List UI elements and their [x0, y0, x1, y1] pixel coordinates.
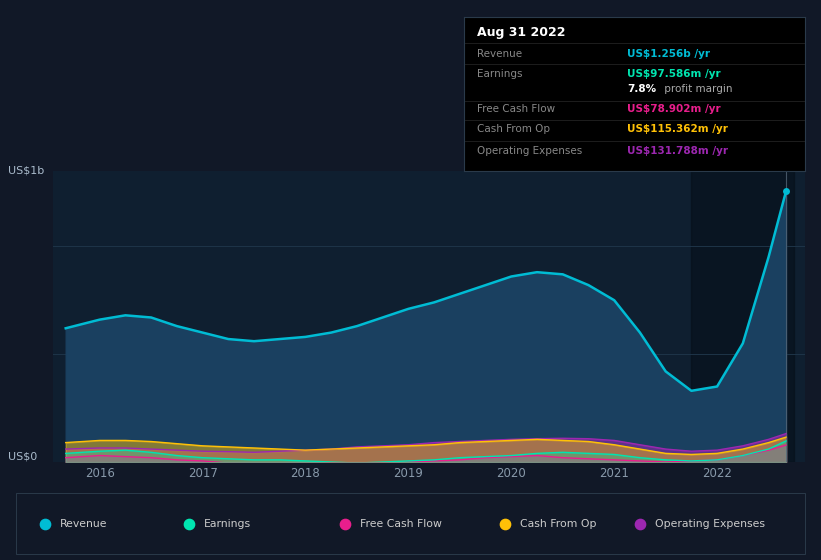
- Text: Earnings: Earnings: [204, 519, 250, 529]
- Bar: [691, 171, 794, 462]
- Text: Aug 31 2022: Aug 31 2022: [478, 26, 566, 39]
- Text: US$131.788m /yr: US$131.788m /yr: [627, 146, 728, 156]
- Text: Free Cash Flow: Free Cash Flow: [478, 104, 556, 114]
- Text: Free Cash Flow: Free Cash Flow: [360, 519, 442, 529]
- Text: US$97.586m /yr: US$97.586m /yr: [627, 69, 721, 79]
- Text: profit margin: profit margin: [662, 84, 733, 94]
- Text: Revenue: Revenue: [478, 49, 523, 59]
- Point: [39, 519, 52, 528]
- Text: Operating Expenses: Operating Expenses: [655, 519, 765, 529]
- Point: [498, 519, 511, 528]
- Text: Cash From Op: Cash From Op: [478, 124, 551, 134]
- Text: Earnings: Earnings: [478, 69, 523, 79]
- Text: Cash From Op: Cash From Op: [520, 519, 596, 529]
- Text: US$115.362m /yr: US$115.362m /yr: [627, 124, 728, 134]
- Text: Operating Expenses: Operating Expenses: [478, 146, 583, 156]
- Text: US$0: US$0: [8, 451, 38, 461]
- Text: US$78.902m /yr: US$78.902m /yr: [627, 104, 721, 114]
- Point: [338, 519, 351, 528]
- Point: [182, 519, 195, 528]
- Text: US$1b: US$1b: [8, 166, 44, 176]
- Text: US$1.256b /yr: US$1.256b /yr: [627, 49, 710, 59]
- Text: 7.8%: 7.8%: [627, 84, 657, 94]
- Point: [779, 186, 792, 195]
- Text: Revenue: Revenue: [60, 519, 108, 529]
- Point: [634, 519, 647, 528]
